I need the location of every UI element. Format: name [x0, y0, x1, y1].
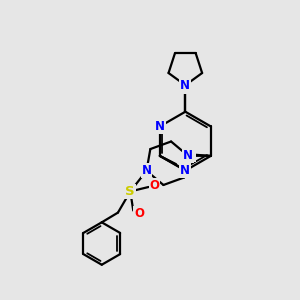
Text: N: N: [180, 80, 190, 93]
Text: N: N: [183, 149, 193, 162]
Text: O: O: [134, 207, 144, 220]
Text: N: N: [142, 164, 152, 177]
Text: S: S: [125, 185, 135, 198]
Text: N: N: [180, 164, 190, 177]
Text: N: N: [180, 79, 190, 92]
Text: O: O: [149, 179, 160, 192]
Text: N: N: [155, 120, 165, 133]
Text: N: N: [185, 148, 195, 161]
